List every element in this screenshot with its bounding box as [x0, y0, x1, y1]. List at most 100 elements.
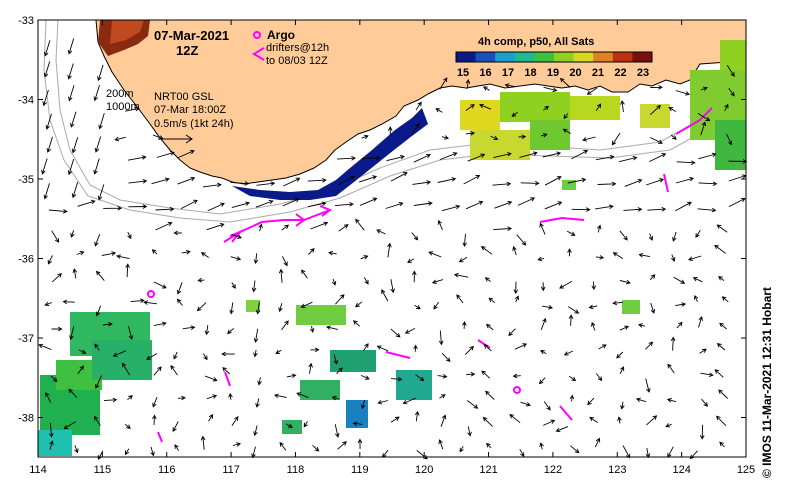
current-vector — [124, 448, 130, 456]
current-vector — [698, 181, 718, 187]
colorbar-tick-label: 20 — [569, 67, 581, 79]
current-vector — [595, 154, 615, 161]
current-vector — [328, 250, 337, 256]
current-vector — [127, 155, 147, 161]
current-vector — [512, 246, 517, 256]
current-vector — [647, 206, 667, 212]
current-vector — [278, 268, 284, 283]
current-vector — [463, 175, 481, 185]
current-vector — [51, 230, 60, 243]
current-vector — [202, 182, 222, 188]
current-vector — [390, 328, 401, 338]
current-vector — [72, 268, 78, 279]
current-vector — [483, 344, 492, 352]
current-vector — [611, 132, 621, 146]
current-vector — [173, 351, 178, 360]
current-vector — [312, 444, 320, 452]
current-vector — [231, 233, 242, 239]
current-vector — [281, 224, 290, 231]
current-vector — [672, 231, 677, 242]
current-vector — [453, 272, 469, 278]
current-vector — [482, 86, 490, 91]
x-tick-label: 117 — [222, 464, 240, 476]
current-vector — [363, 343, 369, 352]
current-vector — [127, 232, 132, 240]
colorbar-tick-label: 18 — [524, 67, 536, 79]
scale-label: 0.5m/s (1kt 24h) — [154, 118, 233, 130]
current-vector — [94, 343, 100, 351]
current-vector — [675, 90, 691, 96]
current-vector — [485, 323, 494, 331]
current-vectors — [38, 38, 748, 460]
current-vector — [281, 320, 289, 331]
current-vector — [462, 233, 467, 248]
current-vector — [540, 349, 547, 355]
current-vector — [176, 298, 183, 306]
x-tick-label: 120 — [415, 464, 433, 476]
current-vector — [68, 388, 78, 398]
current-vector — [697, 112, 711, 122]
current-vector — [151, 177, 170, 185]
current-vector — [308, 362, 313, 374]
drifter-legend-label: drifters@12h — [266, 42, 329, 54]
argo-legend-label: Argo — [267, 28, 295, 42]
current-vector — [520, 180, 540, 186]
current-vector — [231, 201, 250, 209]
current-vector — [504, 83, 517, 88]
colorbar-segment — [632, 52, 653, 62]
map-date: 07-Mar-2021 — [154, 28, 229, 43]
current-vector — [441, 352, 451, 362]
current-vector — [544, 201, 563, 210]
current-vector — [697, 207, 717, 213]
colorbar — [455, 51, 653, 63]
colorbar-segment — [495, 52, 516, 62]
current-vector — [597, 181, 617, 187]
current-vector — [492, 181, 512, 187]
current-vector — [74, 445, 79, 454]
current-vector — [43, 61, 51, 78]
current-vector — [357, 438, 363, 449]
current-vector — [410, 123, 420, 136]
current-vector — [596, 224, 602, 233]
current-vector — [296, 392, 309, 399]
y-tick-label: -38 — [18, 413, 34, 425]
current-vector — [251, 280, 257, 293]
current-vector — [414, 410, 420, 422]
current-vector — [688, 255, 702, 261]
current-vector — [719, 441, 725, 448]
current-vector — [253, 328, 259, 343]
current-vector — [718, 389, 729, 399]
current-vector — [98, 113, 105, 130]
current-vector — [721, 296, 729, 303]
current-vector — [675, 176, 694, 184]
current-vector — [467, 153, 486, 162]
current-vector — [437, 219, 443, 231]
current-vector — [716, 342, 726, 351]
colorbar-segment — [534, 52, 555, 62]
current-vector — [279, 441, 287, 451]
current-vector — [230, 256, 242, 261]
current-vector — [63, 421, 77, 430]
current-vector — [226, 327, 235, 335]
current-vector — [479, 103, 492, 110]
current-vector — [543, 105, 550, 111]
current-vector — [387, 126, 393, 136]
current-vector — [724, 103, 729, 112]
current-vector — [150, 446, 155, 457]
argo-float — [147, 290, 155, 298]
current-vector — [624, 178, 643, 187]
y-tick-label: -35 — [18, 174, 34, 186]
current-vector — [676, 160, 696, 166]
x-tick-label: 123 — [608, 464, 626, 476]
x-tick-label: 116 — [158, 464, 176, 476]
current-vector — [543, 419, 556, 426]
current-vector — [153, 366, 162, 376]
current-vector — [542, 151, 562, 158]
colorbar-frame — [455, 51, 653, 63]
current-vector — [181, 249, 191, 255]
current-vector — [231, 416, 239, 426]
current-vector — [544, 176, 562, 186]
current-vector — [152, 414, 157, 426]
current-vector — [465, 79, 471, 89]
current-vector — [256, 181, 276, 186]
